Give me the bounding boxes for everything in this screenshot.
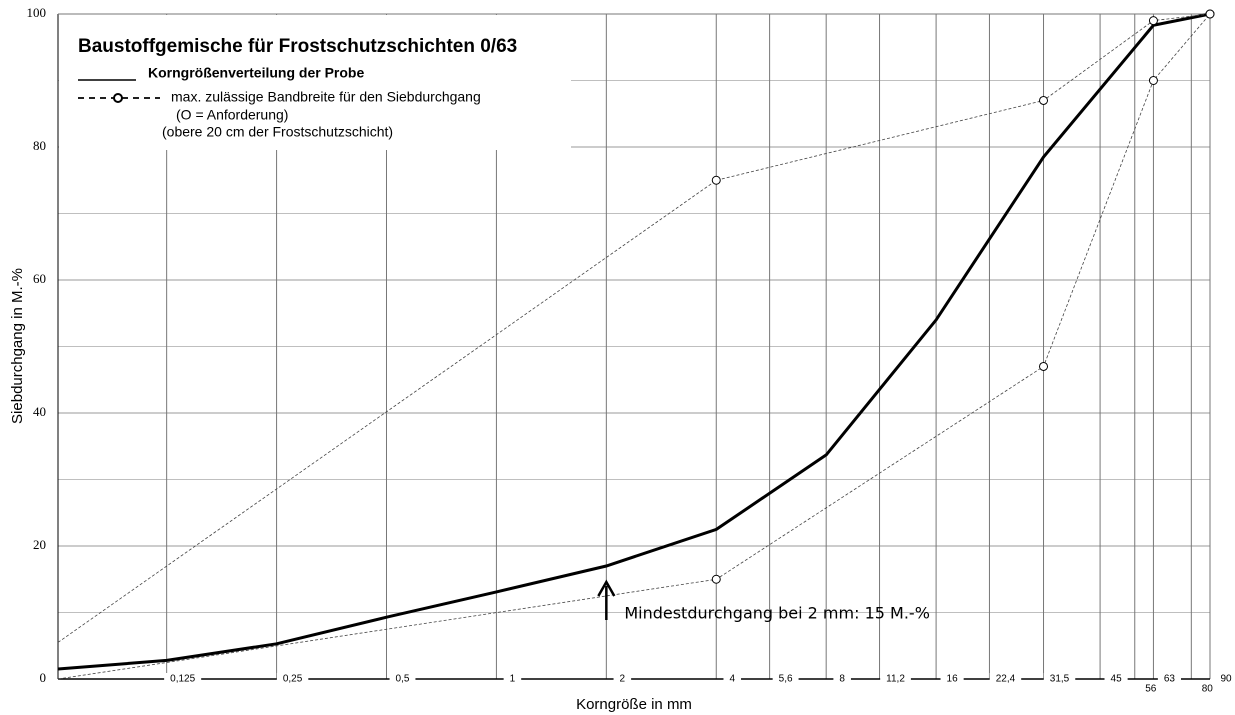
- x-tick-label: 16: [947, 674, 959, 685]
- x-tick-label: 45: [1111, 674, 1123, 685]
- x-tick-label: 31,5: [1050, 674, 1070, 685]
- x-tick-label: 1: [510, 674, 516, 685]
- x-axis-label: Korngröße in mm: [576, 696, 692, 713]
- y-tick-label: 80: [33, 138, 46, 153]
- label-bg: [1104, 673, 1128, 685]
- x-tick-label: 0,25: [283, 674, 303, 685]
- x-tick-label: 90: [1220, 674, 1232, 685]
- x-tick-label: 8: [839, 674, 845, 685]
- y-tick-label: 20: [33, 537, 46, 552]
- x-tick-label: 5,6: [779, 674, 793, 685]
- x-tick-label: 22,4: [996, 674, 1016, 685]
- label-bg: [389, 673, 416, 685]
- legend-note: (O = Anforderung): [176, 107, 288, 123]
- label-bg: [1214, 673, 1235, 685]
- y-tick-label: 0: [40, 670, 47, 685]
- annotation-arrowhead: [597, 579, 616, 597]
- x-tick-label: 4: [729, 674, 735, 685]
- label-bg: [940, 673, 964, 685]
- label-bg: [880, 673, 911, 685]
- legend-marker: [113, 93, 123, 103]
- y-tick-label: 100: [27, 5, 47, 20]
- legend-label: Korngrößenverteilung der Probe: [148, 65, 364, 81]
- x-tick-label: 63: [1164, 674, 1176, 685]
- label-bg: [772, 673, 799, 685]
- x-tick-label: 2: [620, 674, 626, 685]
- annotation: Mindestdurchgang bei 2 mm: 15 M.-%: [624, 604, 930, 623]
- legend-box: [59, 15, 571, 150]
- label-bg: [276, 673, 309, 685]
- subtitle: (obere 20 cm der Frostschutzschicht): [162, 124, 393, 140]
- label-bg: [1043, 673, 1076, 685]
- label-bg: [723, 673, 742, 685]
- data-line: [57, 12, 1211, 671]
- legend-label: max. zulässige Bandbreite für den Siebdu…: [171, 89, 481, 105]
- label-bg: [613, 673, 632, 685]
- requirement-marker: [711, 574, 721, 584]
- y-tick-label: 40: [33, 404, 46, 419]
- label-bg: [989, 673, 1022, 685]
- x-tick-label: 0,5: [396, 674, 410, 685]
- x-tick-label: 0,125: [170, 674, 195, 685]
- label-bg: [1157, 673, 1182, 685]
- y-axis-label: Siebdurchgang in M.-%: [9, 268, 26, 424]
- requirement-marker: [1148, 76, 1158, 85]
- requirement-marker: [711, 175, 721, 185]
- x-tick-label: 11,2: [886, 674, 905, 685]
- label-bg: [503, 673, 522, 685]
- x-tick-label: 80: [1202, 684, 1214, 695]
- requirement-marker: [1148, 16, 1158, 26]
- chart-title: Baustoffgemische für Frostschutzschichte…: [78, 36, 517, 57]
- requirement-marker: [1039, 361, 1049, 371]
- label-bg: [164, 673, 202, 685]
- requirement-marker: [1039, 95, 1049, 105]
- x-tick-label: 56: [1145, 684, 1157, 695]
- label-bg: [833, 673, 851, 685]
- y-tick-label: 60: [33, 271, 46, 286]
- requirement-marker: [1205, 9, 1215, 19]
